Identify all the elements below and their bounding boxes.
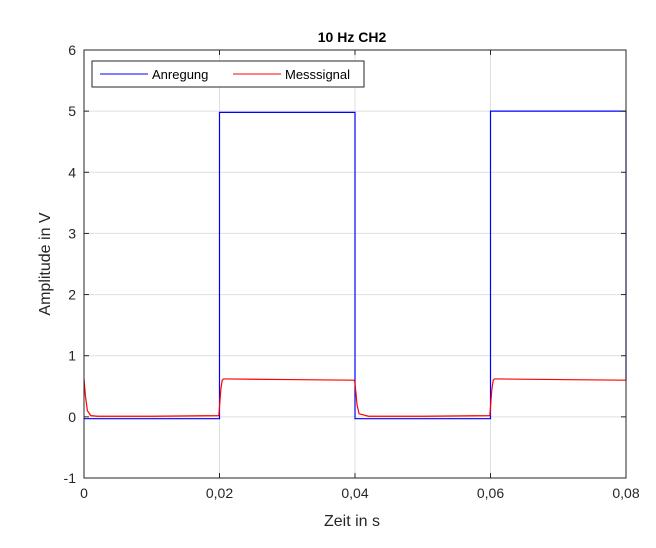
x-tick-label: 0,08 — [612, 485, 639, 501]
y-tick-label: 6 — [68, 42, 76, 58]
y-tick-label: 2 — [68, 287, 76, 303]
y-tick-label: 1 — [68, 348, 76, 364]
series-line-messsignal — [83, 378, 627, 417]
x-axis-label: Zeit in s — [324, 513, 380, 530]
y-tick-label: 0 — [68, 409, 76, 425]
series-line-anregung — [84, 110, 627, 420]
legend-label-messsignal: Messsignal — [285, 67, 350, 82]
series-layer — [83, 110, 627, 420]
x-tick-label: 0,04 — [341, 485, 368, 501]
x-tick-label: 0 — [80, 485, 88, 501]
y-tick-label: 3 — [68, 225, 76, 241]
y-axis-label: Amplitude in V — [37, 212, 54, 315]
y-tick-label: 4 — [68, 164, 76, 180]
x-tick-label: 0,02 — [206, 485, 233, 501]
legend-label-anregung: Anregung — [152, 67, 208, 82]
legend: Anregung Messsignal — [91, 60, 365, 88]
y-tick-label: 5 — [68, 103, 76, 119]
y-tick-label: -1 — [64, 470, 77, 486]
chart-title: 10 Hz CH2 — [318, 29, 387, 45]
x-tick-label: 0,06 — [477, 485, 504, 501]
